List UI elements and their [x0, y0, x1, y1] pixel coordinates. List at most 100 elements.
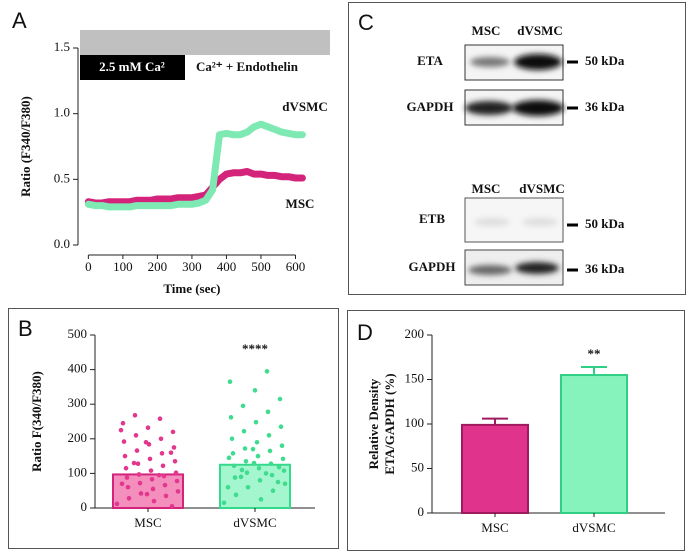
data-point	[268, 461, 274, 467]
data-point	[121, 439, 127, 444]
data-point	[118, 427, 124, 433]
data-point	[161, 473, 167, 479]
data-point	[173, 470, 179, 476]
x-tick-label: 200	[148, 259, 168, 274]
data-point	[172, 458, 178, 464]
data-point	[145, 425, 151, 431]
data-point	[156, 472, 162, 478]
data-point	[226, 455, 232, 461]
data-point	[175, 489, 181, 494]
data-point	[160, 463, 166, 469]
data-point	[114, 501, 120, 507]
data-point	[252, 388, 258, 393]
data-point	[270, 488, 276, 494]
bar	[112, 473, 184, 509]
data-point	[162, 482, 168, 488]
y-tick-label: 50	[411, 459, 424, 474]
x-tick-label: 300	[182, 259, 202, 274]
y-tick-label: 0.5	[54, 170, 70, 185]
y-tick-label: 500	[68, 326, 88, 341]
y-tick-label: 1.0	[54, 105, 70, 120]
y-tick-label: 0	[418, 504, 425, 519]
x-tick-label: 0	[85, 259, 92, 274]
data-point	[276, 464, 282, 470]
data-point	[163, 493, 169, 499]
data-point	[233, 492, 239, 498]
x-tick-label: dVSMC	[233, 515, 276, 530]
data-point	[171, 445, 177, 450]
data-point	[132, 412, 138, 418]
band	[468, 265, 512, 275]
bar	[560, 374, 628, 514]
y-axis-label: ETA/GAPDH (%)	[382, 373, 397, 474]
data-point	[135, 461, 141, 467]
band	[465, 101, 513, 115]
data-line	[84, 168, 306, 207]
data-point	[243, 458, 249, 464]
data-point	[240, 403, 246, 409]
data-point	[254, 439, 260, 445]
data-point	[278, 424, 284, 429]
data-point	[256, 465, 262, 471]
protein-label: ETB	[419, 211, 445, 226]
band	[512, 100, 564, 116]
protein-label: GAPDH	[409, 259, 456, 274]
data-point	[137, 480, 143, 486]
data-point	[149, 476, 155, 482]
data-point	[225, 484, 231, 490]
data-point	[263, 471, 269, 476]
stimulus-box	[80, 55, 185, 80]
panel-c-frame	[348, 2, 686, 295]
data-point	[143, 439, 149, 445]
panel-label: C	[358, 10, 374, 35]
x-tick-label: 100	[113, 259, 133, 274]
data-point	[158, 436, 164, 442]
data-point	[157, 416, 163, 422]
bar	[219, 463, 291, 509]
x-tick-label: 600	[286, 259, 306, 274]
y-axis-label: Relative Density	[366, 378, 381, 469]
x-tick-label: MSC	[481, 520, 508, 535]
data-point	[147, 456, 153, 462]
band	[514, 54, 562, 70]
data-point	[221, 500, 227, 506]
size-label: 50 kDa	[585, 216, 625, 231]
data-point	[280, 456, 286, 462]
data-point	[144, 491, 150, 497]
data-point	[123, 465, 129, 471]
data-point	[159, 451, 165, 456]
data-point	[242, 446, 248, 451]
data-point	[174, 478, 180, 484]
data-point	[232, 475, 238, 480]
data-point	[125, 484, 131, 490]
panel-label: D	[357, 320, 373, 345]
data-point	[170, 429, 176, 435]
error-bar	[581, 366, 607, 376]
series-label: dVSMC	[282, 99, 328, 114]
annotation: Ca²⁺ + Endothelin	[196, 59, 299, 74]
y-axis-label: Ratio (F340/F380)	[18, 96, 33, 197]
data-point	[168, 450, 174, 455]
data-point	[227, 379, 233, 385]
y-tick-label: 200	[405, 326, 425, 341]
lane-label: MSC	[472, 181, 501, 196]
data-point	[239, 467, 245, 473]
lane-label: dVSMC	[519, 181, 565, 196]
size-label: 50 kDa	[585, 53, 625, 68]
data-point	[133, 433, 139, 438]
x-axis-label: Time (sec)	[163, 281, 220, 296]
data-point	[134, 448, 140, 453]
y-tick-label: 400	[68, 361, 88, 376]
data-point	[122, 453, 128, 459]
data-point	[150, 486, 156, 492]
data-point	[241, 428, 247, 434]
data-point	[255, 453, 261, 459]
data-point	[124, 475, 130, 480]
data-point	[229, 436, 235, 442]
data-point	[279, 443, 285, 449]
data-point	[281, 468, 287, 473]
band	[470, 57, 510, 67]
annotation: 2.5 mM Ca²	[99, 59, 165, 74]
data-point	[269, 472, 275, 478]
